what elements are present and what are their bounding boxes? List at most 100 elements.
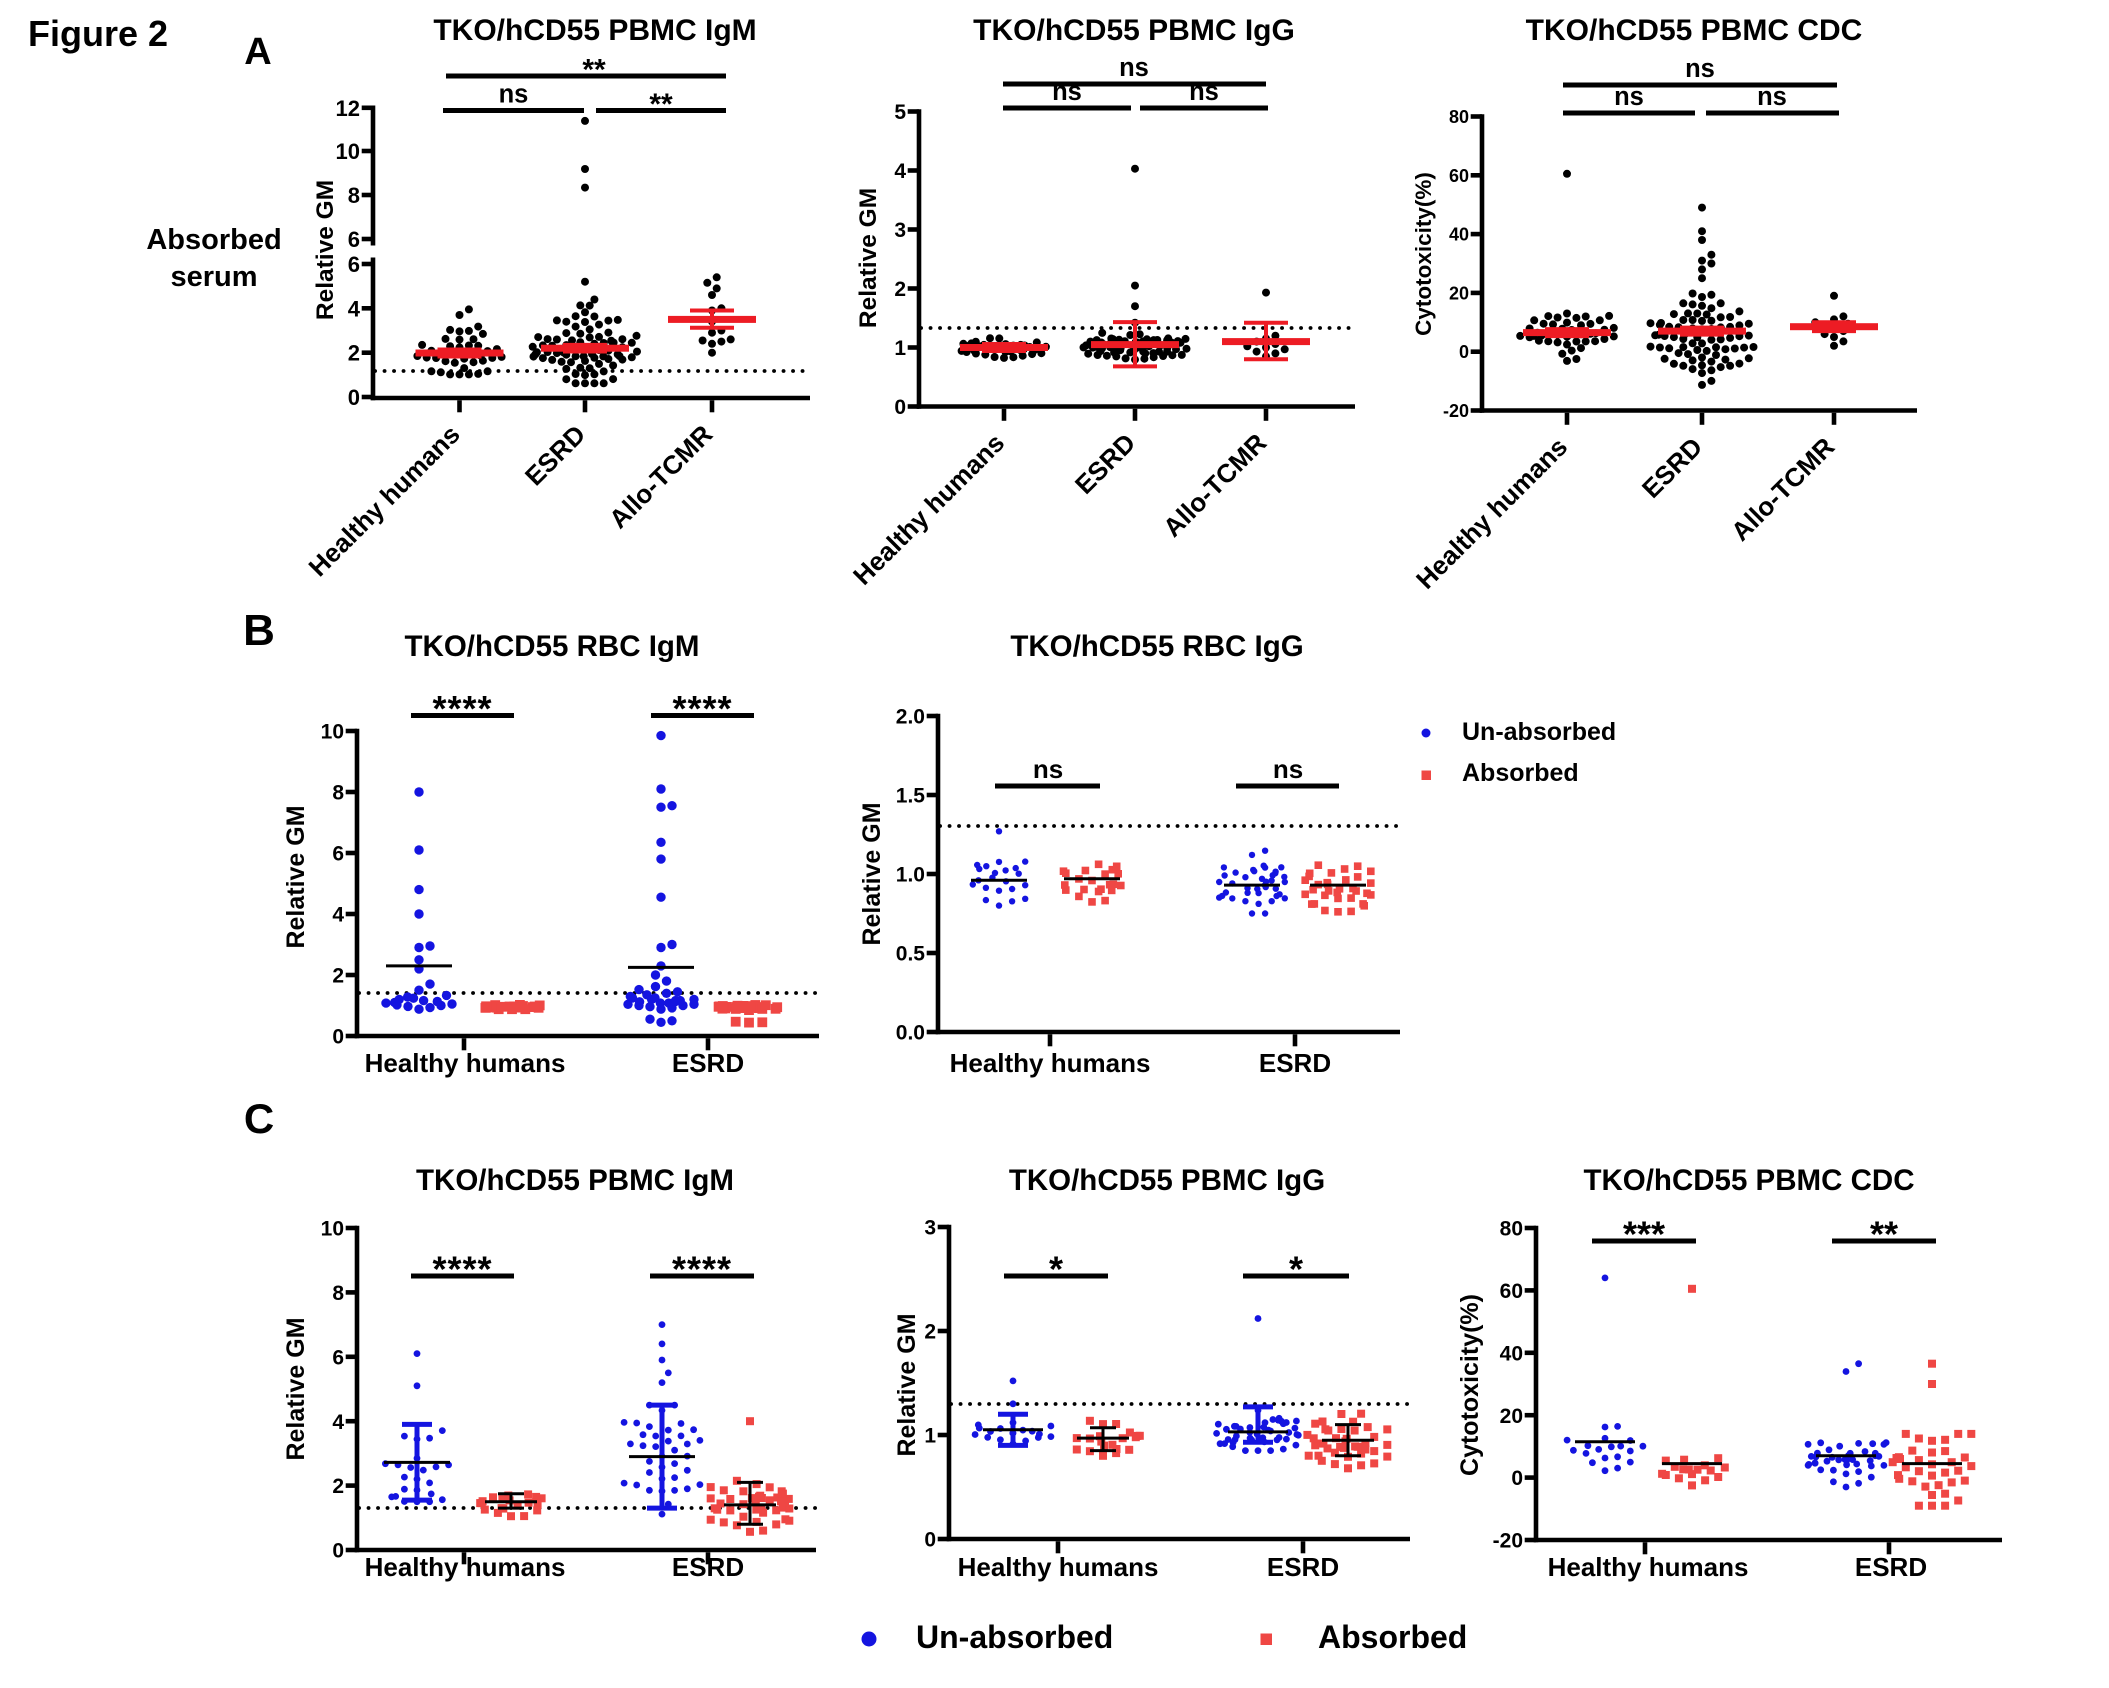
svg-text:Absorbed: Absorbed bbox=[1462, 759, 1579, 787]
svg-text:Relative GM: Relative GM bbox=[312, 180, 339, 320]
svg-text:2.0: 2.0 bbox=[896, 706, 925, 729]
svg-text:TKO/hCD55 PBMC IgM: TKO/hCD55 PBMC IgM bbox=[416, 1164, 734, 1197]
svg-text:ESRD: ESRD bbox=[672, 1552, 744, 1582]
svg-text:Figure 2: Figure 2 bbox=[28, 13, 168, 54]
svg-text:**: ** bbox=[1870, 1214, 1898, 1255]
svg-text:ESRD: ESRD bbox=[672, 1048, 744, 1078]
svg-text:3: 3 bbox=[924, 1217, 936, 1240]
svg-text:10: 10 bbox=[336, 139, 360, 164]
svg-text:10: 10 bbox=[321, 721, 344, 744]
svg-text:0: 0 bbox=[894, 396, 906, 419]
svg-text:6: 6 bbox=[348, 252, 360, 277]
svg-text:****: **** bbox=[432, 688, 492, 729]
svg-text:2: 2 bbox=[894, 278, 906, 301]
svg-text:****: **** bbox=[672, 1249, 732, 1290]
svg-text:A: A bbox=[244, 31, 271, 73]
svg-text:TKO/hCD55 RBC IgM: TKO/hCD55 RBC IgM bbox=[405, 630, 700, 663]
svg-text:2: 2 bbox=[332, 1475, 344, 1498]
svg-text:ns: ns bbox=[1052, 78, 1082, 106]
svg-text:TKO/hCD55 RBC IgG: TKO/hCD55 RBC IgG bbox=[1010, 630, 1303, 663]
svg-text:-20: -20 bbox=[1493, 1530, 1523, 1553]
svg-text:Absorbed: Absorbed bbox=[1318, 1619, 1467, 1655]
svg-text:**: ** bbox=[582, 54, 606, 87]
svg-text:20: 20 bbox=[1500, 1405, 1523, 1428]
svg-text:20: 20 bbox=[1449, 283, 1469, 303]
svg-text:C: C bbox=[244, 1095, 274, 1142]
svg-text:12: 12 bbox=[336, 96, 360, 121]
svg-text:4: 4 bbox=[894, 160, 906, 183]
svg-text:4: 4 bbox=[348, 296, 361, 321]
svg-text:ns: ns bbox=[1119, 54, 1149, 82]
svg-text:80: 80 bbox=[1500, 1218, 1523, 1241]
svg-text:***: *** bbox=[1623, 1214, 1665, 1255]
svg-text:ESRD: ESRD bbox=[1267, 1552, 1339, 1582]
svg-text:6: 6 bbox=[348, 227, 360, 252]
svg-text:TKO/hCD55 PBMC CDC: TKO/hCD55 PBMC CDC bbox=[1526, 14, 1863, 47]
svg-text:ns: ns bbox=[1757, 83, 1787, 111]
svg-text:Healthy humans: Healthy humans bbox=[365, 1552, 566, 1582]
svg-text:Relative GM: Relative GM bbox=[282, 805, 310, 948]
svg-text:40: 40 bbox=[1449, 225, 1469, 245]
svg-text:1.5: 1.5 bbox=[896, 785, 926, 808]
svg-text:Cytotoxicity(%): Cytotoxicity(%) bbox=[1456, 1294, 1484, 1476]
svg-text:TKO/hCD55 PBMC IgG: TKO/hCD55 PBMC IgG bbox=[1009, 1164, 1325, 1197]
svg-text:Relative GM: Relative GM bbox=[855, 188, 882, 328]
svg-text:Cytotoxicity(%): Cytotoxicity(%) bbox=[1411, 172, 1436, 336]
svg-text:60: 60 bbox=[1449, 166, 1469, 186]
svg-text:Healthy humans: Healthy humans bbox=[365, 1048, 566, 1078]
svg-text:0.5: 0.5 bbox=[896, 943, 926, 966]
svg-text:ns: ns bbox=[1614, 83, 1644, 111]
svg-text:*: * bbox=[1289, 1249, 1303, 1290]
svg-text:Un-absorbed: Un-absorbed bbox=[916, 1619, 1113, 1655]
svg-text:Relative GM: Relative GM bbox=[282, 1317, 310, 1460]
svg-text:0: 0 bbox=[332, 1026, 344, 1049]
svg-text:1: 1 bbox=[924, 1425, 936, 1448]
svg-text:10: 10 bbox=[321, 1218, 344, 1241]
svg-text:0.0: 0.0 bbox=[896, 1022, 925, 1045]
svg-text:6: 6 bbox=[332, 1346, 344, 1369]
svg-text:-20: -20 bbox=[1443, 401, 1469, 421]
svg-text:ns: ns bbox=[1189, 78, 1219, 106]
svg-text:Healthy humans: Healthy humans bbox=[958, 1552, 1159, 1582]
svg-text:Healthy humans: Healthy humans bbox=[1548, 1552, 1749, 1582]
svg-text:Un-absorbed: Un-absorbed bbox=[1462, 718, 1616, 746]
svg-text:ESRD: ESRD bbox=[1259, 1048, 1331, 1078]
svg-text:5: 5 bbox=[894, 101, 906, 124]
svg-text:8: 8 bbox=[332, 782, 344, 805]
svg-text:80: 80 bbox=[1449, 107, 1469, 127]
svg-text:0: 0 bbox=[1459, 342, 1469, 362]
svg-text:0: 0 bbox=[348, 385, 360, 410]
svg-text:ns: ns bbox=[499, 81, 529, 109]
svg-text:1.0: 1.0 bbox=[896, 864, 925, 887]
svg-text:****: **** bbox=[432, 1249, 492, 1290]
svg-text:0: 0 bbox=[1511, 1467, 1523, 1490]
svg-text:serum: serum bbox=[170, 261, 257, 293]
svg-text:3: 3 bbox=[894, 219, 906, 242]
svg-text:ESRD: ESRD bbox=[1855, 1552, 1927, 1582]
svg-text:2: 2 bbox=[924, 1321, 936, 1344]
svg-text:ns: ns bbox=[1033, 754, 1063, 784]
svg-text:TKO/hCD55 PBMC CDC: TKO/hCD55 PBMC CDC bbox=[1583, 1164, 1914, 1197]
svg-text:4: 4 bbox=[332, 1411, 344, 1434]
svg-text:Absorbed: Absorbed bbox=[146, 224, 281, 256]
svg-text:**: ** bbox=[649, 88, 673, 121]
svg-text:6: 6 bbox=[332, 843, 344, 866]
svg-text:4: 4 bbox=[332, 904, 344, 927]
svg-text:8: 8 bbox=[348, 183, 360, 208]
svg-text:ns: ns bbox=[1685, 55, 1715, 83]
svg-text:TKO/hCD55 PBMC IgM: TKO/hCD55 PBMC IgM bbox=[433, 14, 756, 47]
svg-text:1: 1 bbox=[894, 337, 906, 360]
svg-text:Relative GM: Relative GM bbox=[893, 1313, 921, 1456]
svg-text:2: 2 bbox=[348, 341, 360, 366]
svg-text:*: * bbox=[1049, 1249, 1063, 1290]
svg-text:****: **** bbox=[672, 688, 732, 729]
svg-text:8: 8 bbox=[332, 1282, 344, 1305]
svg-text:Healthy humans: Healthy humans bbox=[950, 1048, 1151, 1078]
svg-text:ns: ns bbox=[1273, 754, 1303, 784]
svg-text:0: 0 bbox=[924, 1529, 936, 1552]
svg-text:B: B bbox=[243, 606, 275, 655]
svg-text:0: 0 bbox=[332, 1540, 344, 1563]
svg-text:TKO/hCD55 PBMC IgG: TKO/hCD55 PBMC IgG bbox=[973, 14, 1295, 47]
svg-text:60: 60 bbox=[1500, 1280, 1523, 1303]
svg-text:2: 2 bbox=[332, 965, 344, 988]
